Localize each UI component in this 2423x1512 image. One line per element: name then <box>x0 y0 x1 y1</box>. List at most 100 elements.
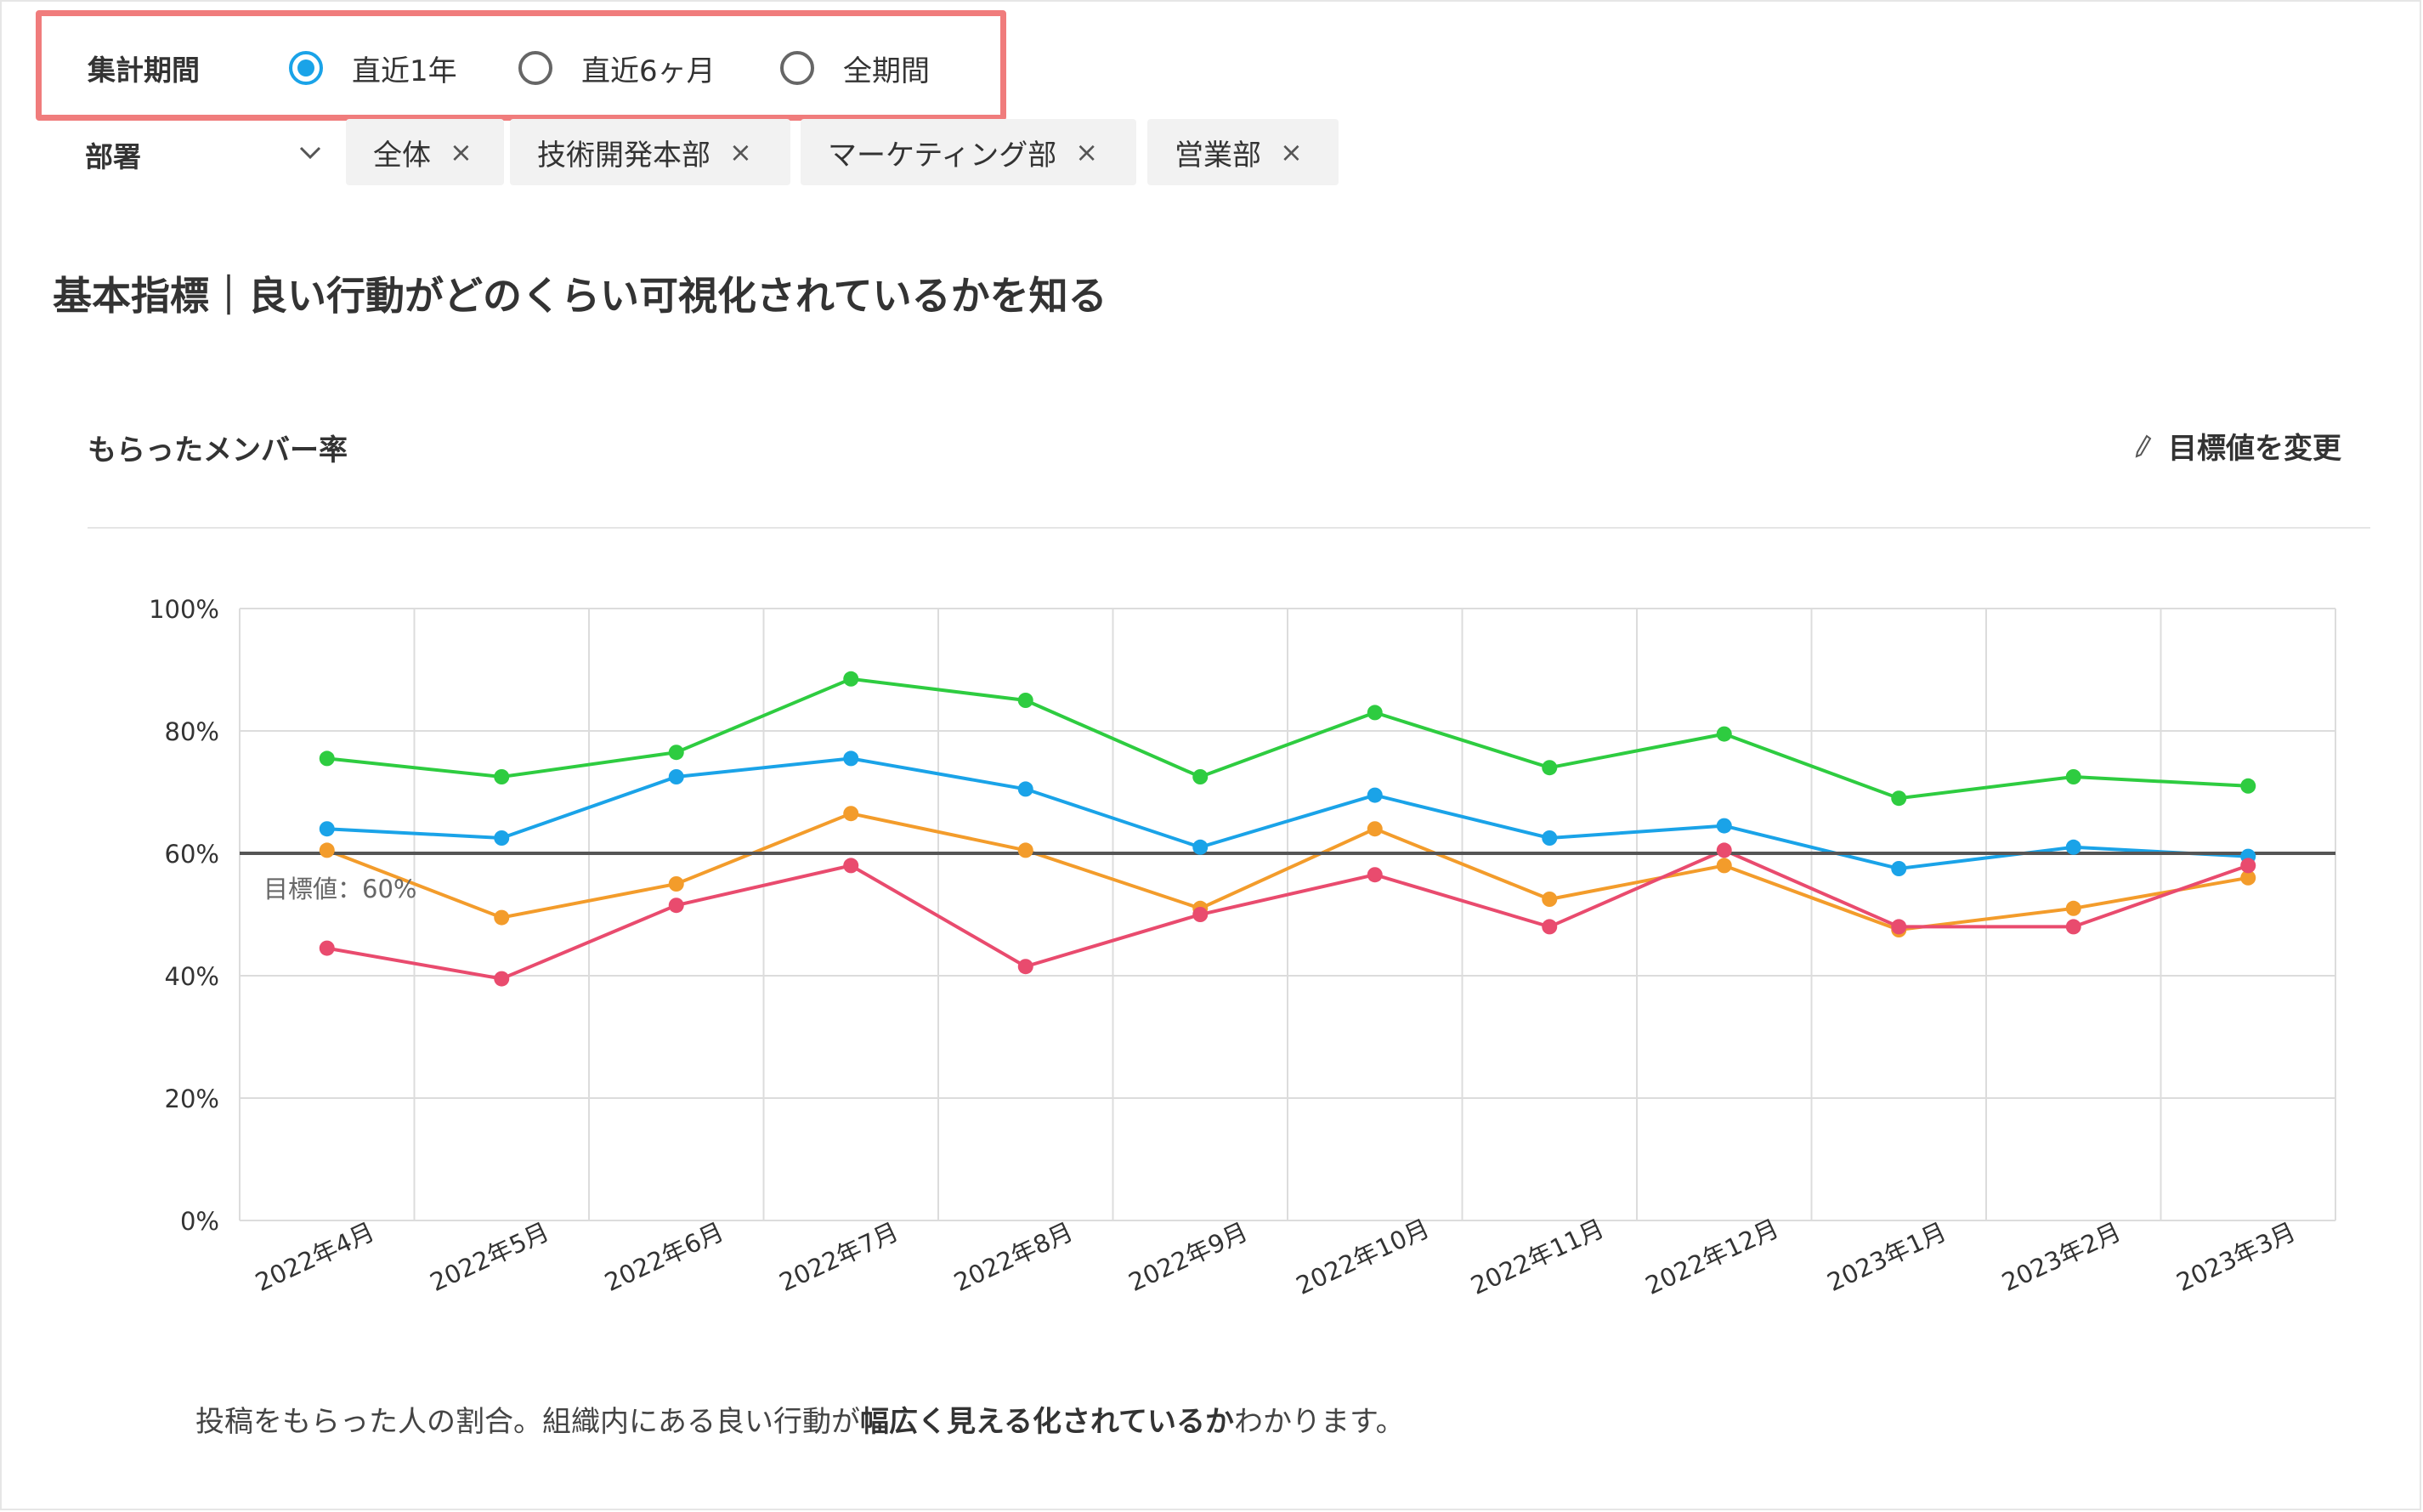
x-tick-label: 2022年10月 <box>1292 1214 1434 1300</box>
data-point <box>319 750 335 767</box>
radio-checked-icon[interactable] <box>289 51 323 85</box>
data-point <box>319 940 335 956</box>
y-tick-label: 60% <box>165 840 219 869</box>
radio-last-1-year[interactable]: 直近1年 <box>289 42 457 93</box>
data-point <box>2240 858 2256 874</box>
x-tick-label: 2022年9月 <box>1124 1217 1253 1297</box>
data-point <box>1542 760 1558 776</box>
close-icon[interactable]: × <box>1280 136 1303 168</box>
radio-unchecked-icon[interactable] <box>518 51 552 85</box>
data-point <box>1367 705 1383 721</box>
data-point <box>2065 919 2081 935</box>
data-point <box>1367 821 1383 837</box>
data-point <box>494 830 510 846</box>
chevron-down-icon[interactable] <box>296 138 325 167</box>
series-line <box>326 756 2249 871</box>
pencil-icon <box>2135 434 2152 458</box>
data-point <box>1716 726 1732 742</box>
chip-label: 技術開発本部 <box>537 138 710 173</box>
close-icon[interactable]: × <box>1075 136 1099 168</box>
x-tick-label: 2022年8月 <box>949 1217 1078 1297</box>
radio-label: 直近1年 <box>352 54 457 88</box>
section-title: 基本指標｜良い行動がどのくらい可視化されているかを知る <box>53 273 1107 319</box>
chip-label: マーケティング部 <box>828 138 1057 173</box>
chart-title: もらったメンバー率 <box>88 433 348 467</box>
description-text: 投稿をもらった人の割合。組織内にある良い行動が <box>195 1405 860 1439</box>
data-point <box>1542 892 1558 907</box>
chip-label: 全体 <box>373 138 431 173</box>
chip-marketing: マーケティング部 × <box>801 119 1136 185</box>
data-point <box>1017 781 1033 797</box>
close-icon[interactable]: × <box>450 136 473 168</box>
data-point <box>1017 842 1033 858</box>
x-tick-label: 2022年6月 <box>600 1217 728 1297</box>
data-point <box>668 745 684 761</box>
radio-unchecked-icon[interactable] <box>780 51 814 85</box>
x-tick-label: 2022年5月 <box>426 1217 554 1297</box>
radio-all-time[interactable]: 全期間 <box>780 42 930 93</box>
radio-last-6-months[interactable]: 直近6ヶ月 <box>518 42 716 93</box>
data-point <box>668 769 684 784</box>
data-point <box>1716 858 1732 874</box>
series-line <box>326 848 2249 981</box>
data-point <box>1192 907 1209 922</box>
data-point <box>319 821 335 837</box>
data-point <box>494 971 510 987</box>
y-tick-label: 80% <box>165 717 219 746</box>
data-point <box>494 769 510 784</box>
data-point <box>494 909 510 926</box>
data-point <box>319 842 335 858</box>
y-tick-label: 100% <box>149 595 219 624</box>
x-tick-label: 2022年7月 <box>775 1217 903 1297</box>
data-point <box>843 806 859 822</box>
data-point <box>1716 818 1732 834</box>
x-tick-label: 2023年3月 <box>2172 1217 2301 1297</box>
chip-all: 全体 × <box>346 119 504 185</box>
data-point <box>1367 787 1383 803</box>
close-icon[interactable]: × <box>729 136 752 168</box>
data-point <box>1192 839 1209 855</box>
chart-description: 投稿をもらった人の割合。組織内にある良い行動が幅広く見える化されているかわかりま… <box>195 1398 1405 1440</box>
data-point <box>1891 861 1907 876</box>
data-point <box>1367 867 1383 883</box>
chip-engineering: 技術開発本部 × <box>510 119 790 185</box>
data-point <box>1542 830 1558 846</box>
divider <box>88 527 2370 529</box>
target-line-label: 目標値：60% <box>263 875 416 903</box>
data-point <box>668 876 684 892</box>
radio-label: 全期間 <box>843 54 930 88</box>
y-tick-label: 0% <box>180 1207 219 1236</box>
data-point <box>1542 919 1558 935</box>
x-tick-label: 2022年12月 <box>1641 1214 1783 1300</box>
chip-label: 営業部 <box>1175 138 1261 173</box>
data-point <box>843 858 859 874</box>
x-tick-label: 2022年11月 <box>1466 1214 1608 1300</box>
department-label: 部署 <box>85 140 141 173</box>
edit-target-button[interactable]: 目標値を変更 <box>2134 425 2341 467</box>
period-selector-highlight <box>36 10 1006 121</box>
description-bold: 幅広く見える化されているか <box>860 1405 1234 1439</box>
data-point <box>2240 869 2256 886</box>
period-label: 集計期間 <box>88 54 200 87</box>
data-point <box>1017 693 1033 708</box>
data-point <box>1017 959 1033 975</box>
data-point <box>2240 778 2256 794</box>
x-tick-label: 2023年2月 <box>1997 1217 2126 1297</box>
data-point <box>2065 839 2081 855</box>
description-text-end: わかります。 <box>1233 1405 1405 1439</box>
x-tick-label: 2023年1月 <box>1823 1217 1951 1297</box>
data-point <box>2065 769 2081 784</box>
x-tick-label: 2022年4月 <box>251 1217 379 1297</box>
department-dropdown[interactable]: 部署 <box>85 129 331 180</box>
chip-sales: 営業部 × <box>1147 119 1339 185</box>
series-line <box>326 677 2249 801</box>
y-tick-label: 40% <box>165 962 219 991</box>
data-point <box>668 898 684 914</box>
data-point <box>1716 842 1732 858</box>
data-point <box>1891 790 1907 807</box>
data-point <box>2065 900 2081 916</box>
y-tick-label: 20% <box>165 1084 219 1113</box>
edit-target-label: 目標値を変更 <box>2168 432 2341 466</box>
data-point <box>1891 919 1907 935</box>
